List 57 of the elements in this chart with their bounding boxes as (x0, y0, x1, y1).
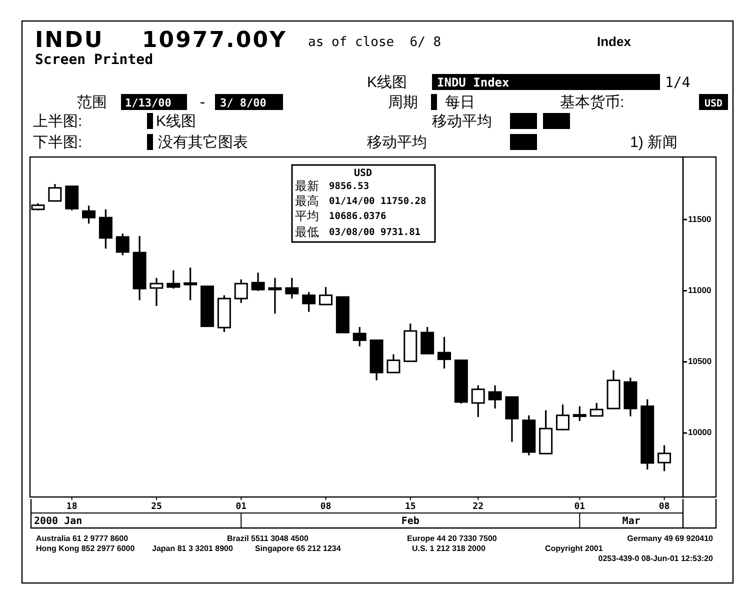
annotation: 10686.0376 (329, 211, 386, 222)
annotation: 最新 (295, 179, 319, 193)
text: as of close 6/ 8 (308, 35, 442, 50)
text: Index (597, 34, 632, 49)
text: Japan 81 3 3201 8900 (152, 544, 234, 553)
text: 3/ 8/00 (220, 96, 266, 110)
y-tick-label: 10500 (688, 356, 712, 366)
x-tick-label: 01 (574, 502, 586, 512)
text: Hong Kong 852 2977 6000 (36, 544, 136, 553)
text: 没有其它图表 (158, 134, 248, 151)
text: 移动平均 (432, 113, 492, 130)
text: 下半图: (33, 134, 82, 151)
text: Copyright 2001 (545, 544, 604, 553)
annotation: 9856.53 (329, 181, 370, 192)
x-tick-label: 01 (236, 502, 247, 512)
text: Singapore 65 212 1234 (255, 544, 342, 553)
text: Brazil 5511 3048 4500 (227, 534, 309, 543)
text: USD (704, 98, 723, 110)
x-tick-label: 22 (472, 502, 484, 512)
text: 0253-439-0 08-Jun-01 12:53:20 (598, 554, 714, 563)
text: Screen Printed (35, 52, 154, 68)
y-tick-label: 11000 (688, 284, 712, 295)
annotation: 最高 (295, 194, 319, 208)
chart-title: INDU (35, 28, 104, 53)
text: 上半图: (33, 113, 82, 130)
annotation: 03/08/00 9731.81 (329, 227, 421, 238)
x-tick-label: 15 (404, 502, 416, 512)
y-tick-label: 10000 (688, 427, 712, 438)
text: K线图 (367, 74, 408, 91)
text: 周期 (388, 94, 418, 111)
text: K线图 (156, 113, 196, 130)
x-tick-label: 18 (66, 502, 78, 512)
y-tick-label: 11500 (688, 214, 712, 224)
text: INDU Index (437, 76, 510, 90)
x-tick-label: 25 (151, 502, 162, 512)
text: 2000 Jan (34, 516, 82, 527)
text: 1) 新闻 (630, 134, 678, 151)
text: Mar (622, 516, 640, 527)
text: 10977.00Y (142, 28, 287, 53)
text: 范围 (77, 94, 107, 111)
text: 1/13/00 (125, 96, 172, 110)
text: - (198, 93, 208, 111)
text: U.S. 1 212 318 2000 (412, 544, 486, 553)
annotation: 01/14/00 11750.28 (329, 196, 427, 207)
text: 移动平均 (367, 134, 427, 151)
text: Feb (401, 516, 420, 527)
text: Australia 61 2 9777 8600 (36, 534, 129, 543)
text: Europe 44 20 7330 7500 (407, 534, 498, 543)
text: 每日 (445, 94, 475, 111)
text: 基本货币: (560, 94, 624, 111)
annotation: 最低 (295, 225, 319, 239)
x-tick-label: 08 (320, 502, 332, 512)
annotation: USD (354, 168, 372, 179)
text: 1/4 (665, 75, 690, 91)
text: Germany 49 69 920410 (627, 534, 714, 543)
x-tick-label: 08 (658, 502, 670, 512)
annotation: 平均 (295, 209, 319, 223)
